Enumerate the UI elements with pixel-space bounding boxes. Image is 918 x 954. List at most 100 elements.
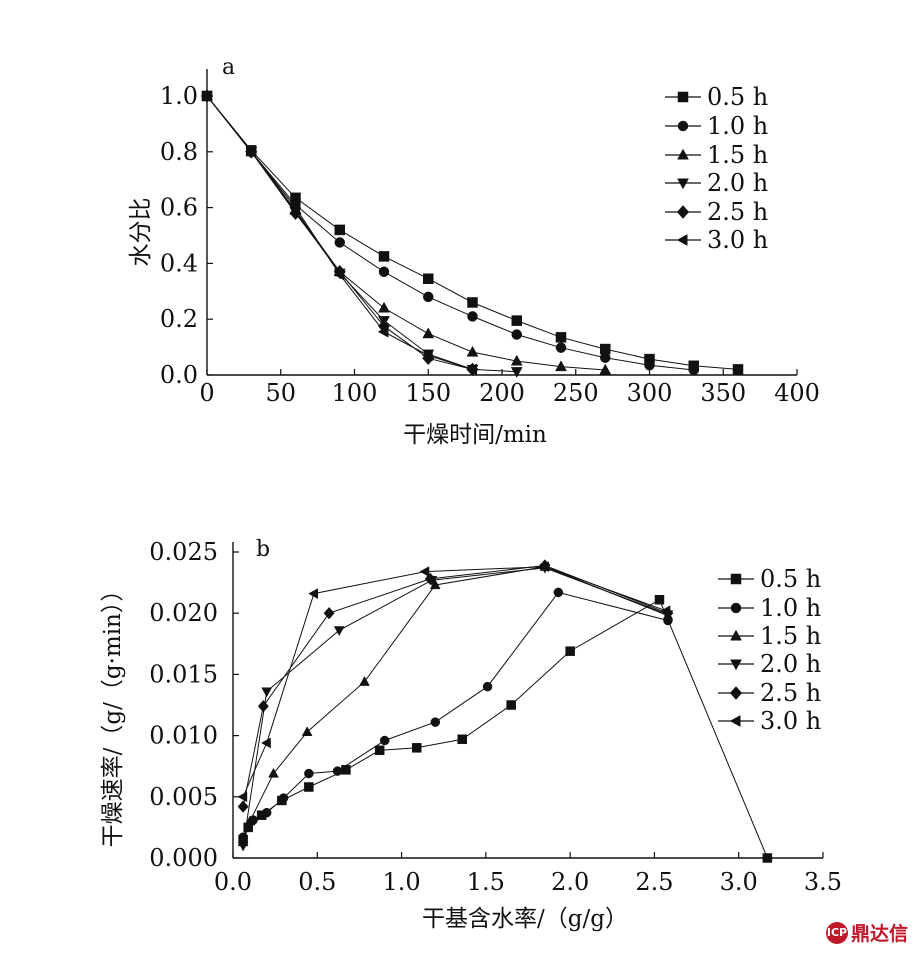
x-tick-label: 250 xyxy=(553,379,599,407)
legend: 0.5 h1.0 h1.5 h2.0 h2.5 h3.0 h xyxy=(718,565,821,735)
data-point xyxy=(323,606,335,620)
legend-item: 1.5 h xyxy=(718,622,821,650)
data-point xyxy=(268,767,279,778)
legend-marker xyxy=(676,205,690,219)
data-point xyxy=(378,301,390,313)
x-tick-label: 0 xyxy=(199,379,214,407)
data-point xyxy=(237,800,249,813)
data-point xyxy=(482,681,493,692)
data-point xyxy=(289,201,300,214)
x-tick-label: 3.0 xyxy=(720,868,758,896)
y-tick-label: 0.020 xyxy=(149,599,218,627)
chart-b: 0.0 0.5 1.0 1.5 2.0 2.5 3.0 3.5 0.000 0.005 0.010 0… xyxy=(100,537,842,932)
data-point xyxy=(555,332,567,343)
series-0_5h xyxy=(201,90,744,375)
data-point xyxy=(200,90,212,102)
y-axis-label: 水分比 xyxy=(128,198,154,267)
chart-a: 0 50 100 150 200 250 300 350 400 0.0 0.2 0.4 0.6 0.8 1… xyxy=(128,55,820,448)
legend-item: 1.5 h xyxy=(665,141,768,169)
series-2_0h xyxy=(201,91,523,378)
legend: 0.5 h1.0 h1.5 h2.0 h2.5 h3.0 h xyxy=(665,83,768,254)
data-point xyxy=(688,364,699,376)
series-3_0h xyxy=(200,90,477,376)
y-tick-label: 0.8 xyxy=(160,138,198,166)
data-point xyxy=(660,605,671,617)
watermark-logo: ICP 鼎达信 xyxy=(825,919,908,946)
data-point xyxy=(422,327,435,339)
x-tick-label: 2.5 xyxy=(635,868,673,896)
data-point xyxy=(644,359,655,371)
y-tick-label: 0.6 xyxy=(160,194,198,222)
legend-item: 2.0 h xyxy=(665,169,768,197)
data-point xyxy=(411,743,422,753)
legend-item: 2.5 h xyxy=(718,679,821,707)
legend-marker xyxy=(730,602,742,614)
legend-item: 2.0 h xyxy=(718,650,821,678)
legend-label: 1.5 h xyxy=(707,141,768,169)
data-point xyxy=(419,566,430,577)
data-point xyxy=(467,311,478,322)
y-axis-label: 干燥速率/（g/（g·min）） xyxy=(100,579,126,848)
data-point xyxy=(341,765,351,775)
data-point xyxy=(510,354,523,366)
y-tick-label: 0.4 xyxy=(160,249,198,277)
watermark-mark: ICP xyxy=(825,921,848,944)
legend-item: 1.0 h xyxy=(665,112,768,140)
series-line xyxy=(206,95,517,373)
data-point xyxy=(333,626,345,637)
legend-label: 0.5 h xyxy=(760,565,821,593)
x-tick-label: 1.0 xyxy=(382,868,420,896)
data-point xyxy=(423,291,434,303)
series-1_5h xyxy=(201,89,612,375)
series-line xyxy=(242,566,667,798)
legend-label: 1.0 h xyxy=(707,112,768,140)
data-point xyxy=(423,273,434,284)
legend-marker xyxy=(730,629,742,641)
legend-item: 2.5 h xyxy=(665,198,768,226)
data-point xyxy=(565,646,575,656)
data-point xyxy=(237,841,249,852)
data-point xyxy=(334,237,345,248)
data-point xyxy=(244,145,256,158)
y-tick-label: 0.025 xyxy=(149,538,218,566)
data-point xyxy=(374,745,385,756)
series-3_0h xyxy=(237,561,671,803)
y-tick-label: 0.010 xyxy=(149,722,218,750)
x-tick-label: 400 xyxy=(774,379,820,407)
legend-marker xyxy=(677,178,689,190)
y-tick-label: 1.0 xyxy=(160,82,198,110)
x-tick-label: 100 xyxy=(332,379,378,407)
panel-label: b xyxy=(256,537,270,562)
data-point xyxy=(377,325,389,338)
series-1_5h xyxy=(237,560,674,847)
panel-label: a xyxy=(222,55,235,80)
data-point xyxy=(466,345,479,357)
legend-item: 1.0 h xyxy=(718,594,821,622)
data-point xyxy=(599,363,612,375)
data-point xyxy=(429,579,441,590)
legend-label: 2.5 h xyxy=(707,198,768,226)
data-point xyxy=(301,726,313,737)
data-point xyxy=(430,717,441,727)
data-point xyxy=(261,807,272,818)
x-tick-label: 0.5 xyxy=(298,868,336,896)
data-point xyxy=(378,266,390,278)
y-tick-label: 0.2 xyxy=(160,305,198,333)
legend-marker xyxy=(730,573,742,585)
y-tick-label: 0.000 xyxy=(149,844,218,872)
x-tick-label: 300 xyxy=(627,379,673,407)
x-tick-label: 2.0 xyxy=(551,868,589,896)
data-point xyxy=(654,594,665,605)
data-point xyxy=(467,297,478,308)
data-point xyxy=(261,687,273,698)
series-line xyxy=(242,598,768,859)
legend-label: 0.5 h xyxy=(707,83,768,111)
legend-label: 1.0 h xyxy=(760,594,821,622)
data-point xyxy=(421,349,433,362)
series-1_0h xyxy=(238,587,673,842)
x-tick-label: 50 xyxy=(265,379,296,407)
legend-label: 2.5 h xyxy=(760,679,821,707)
data-point xyxy=(261,737,271,749)
legend-label: 2.0 h xyxy=(760,650,821,678)
